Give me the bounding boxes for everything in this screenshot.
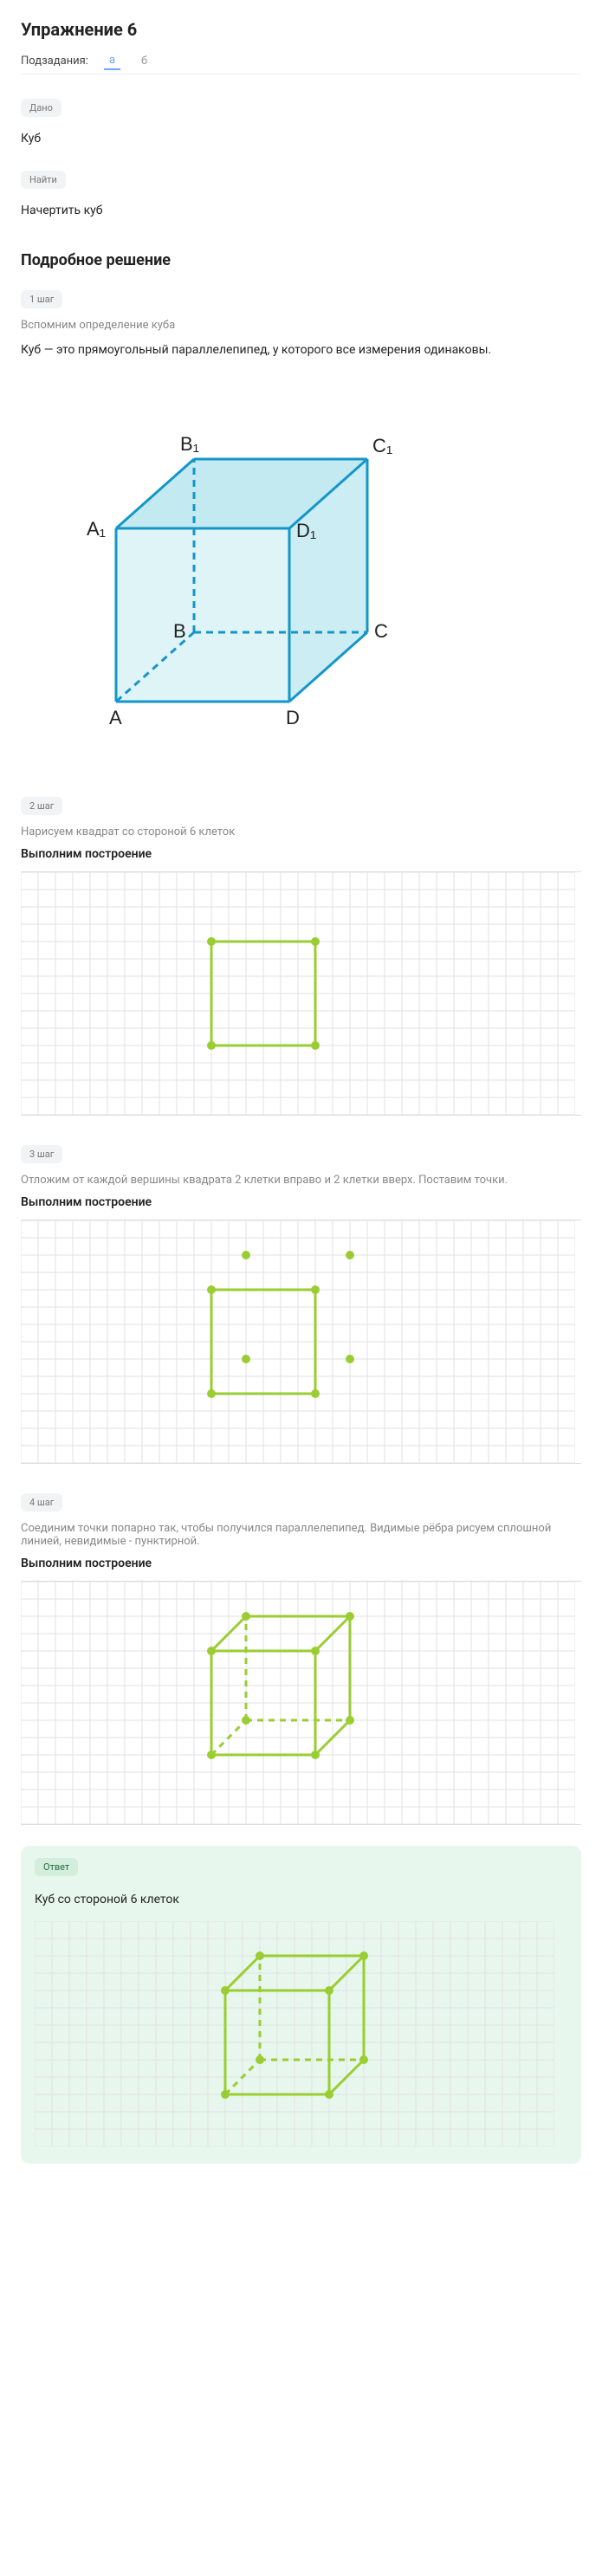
page-title: Упражнение 6 xyxy=(21,19,581,40)
given-badge: Дано xyxy=(21,99,61,117)
find-text: Начертить куб xyxy=(21,201,581,222)
svg-text:C₁: C₁ xyxy=(372,435,392,456)
svg-text:D₁: D₁ xyxy=(296,520,316,541)
step1-lead: Вспомним определение куба xyxy=(21,319,581,332)
answer-figure xyxy=(35,1921,567,2146)
step3-badge: 3 шаг xyxy=(21,1145,62,1163)
svg-text:A₁: A₁ xyxy=(87,518,106,540)
subtask-tabs: Подзадания: а б xyxy=(21,52,581,74)
answer-badge: Ответ xyxy=(35,1858,78,1876)
step4-figure xyxy=(21,1581,581,1825)
subtasks-label: Подзадания: xyxy=(21,55,88,68)
step2-construction-label: Выполним построение xyxy=(21,847,581,861)
tab-a[interactable]: а xyxy=(104,52,120,70)
step1-body: Куб — это прямоугольный параллелепипед, … xyxy=(21,340,581,361)
step4-lead: Соединим точки попарно так, чтобы получи… xyxy=(21,1522,581,1548)
svg-text:D: D xyxy=(286,707,300,728)
step3-construction-label: Выполним построение xyxy=(21,1195,581,1209)
step4-construction-label: Выполним построение xyxy=(21,1557,581,1570)
step1-badge: 1 шаг xyxy=(21,290,62,308)
svg-text:C: C xyxy=(374,620,388,642)
svg-text:B₁: B₁ xyxy=(180,433,199,455)
step2-badge: 2 шаг xyxy=(21,797,62,815)
answer-text: Куб со стороной 6 клеток xyxy=(35,1890,567,1911)
step2-figure xyxy=(21,871,581,1116)
find-block: Найти Начертить куб xyxy=(21,162,581,222)
svg-text:B: B xyxy=(173,620,186,642)
svg-text:A: A xyxy=(109,707,122,728)
step4-badge: 4 шаг xyxy=(21,1493,62,1511)
given-text: Куб xyxy=(21,129,581,150)
tab-b[interactable]: б xyxy=(136,53,152,69)
cube-3d-figure: A D B C A₁ D₁ B₁ C₁ xyxy=(55,381,581,754)
step2-lead: Нарисуем квадрат со стороной 6 клеток xyxy=(21,825,581,838)
find-badge: Найти xyxy=(21,171,66,189)
given-block: Дано Куб xyxy=(21,90,581,150)
step3-lead: Отложим от каждой вершины квадрата 2 кле… xyxy=(21,1174,581,1187)
step3-figure xyxy=(21,1220,581,1464)
solution-heading: Подробное решение xyxy=(21,251,581,269)
answer-block: Ответ Куб со стороной 6 клеток xyxy=(21,1846,581,2164)
